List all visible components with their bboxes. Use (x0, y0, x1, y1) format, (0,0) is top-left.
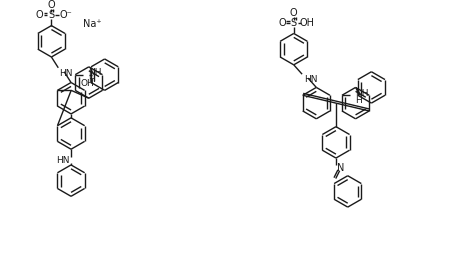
Text: H: H (355, 96, 361, 105)
Text: O⁻: O⁻ (60, 10, 72, 20)
Text: Na⁺: Na⁺ (83, 19, 102, 29)
Text: N: N (337, 163, 344, 173)
Text: O: O (48, 0, 55, 10)
Text: OH: OH (300, 18, 315, 28)
Text: HN: HN (304, 74, 318, 83)
Text: OH: OH (81, 79, 95, 88)
Text: S: S (291, 18, 297, 28)
Text: HN: HN (56, 156, 70, 165)
Text: O: O (278, 18, 286, 28)
Text: HN: HN (60, 69, 73, 78)
Text: H: H (88, 75, 95, 84)
Text: NH: NH (88, 68, 102, 77)
Text: S: S (49, 10, 55, 20)
Text: O: O (290, 8, 298, 18)
Text: O: O (36, 10, 44, 20)
Text: NH: NH (355, 89, 368, 98)
